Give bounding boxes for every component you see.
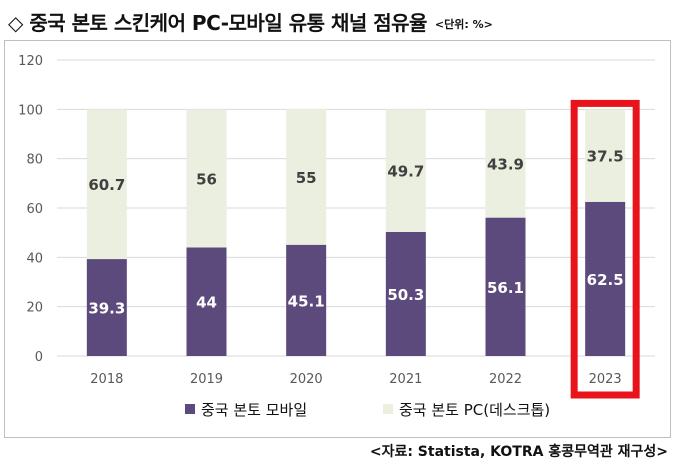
bar-pc <box>585 109 626 202</box>
legend-swatch-mobile <box>185 404 195 414</box>
data-label-pc: 56 <box>196 170 217 188</box>
x-tick-label: 2023 <box>589 372 622 387</box>
y-tick-label: 120 <box>18 54 43 69</box>
data-label-pc: 55 <box>296 169 317 187</box>
bar-mobile <box>186 247 227 356</box>
x-tick-label: 2022 <box>489 372 522 387</box>
data-label-pc: 60.7 <box>88 176 125 194</box>
bar-pc <box>186 109 227 248</box>
data-label-mobile: 39.3 <box>88 300 125 318</box>
source-note: <자료: Statista, KOTRA 홍콩무역관 재구성> <box>369 444 668 460</box>
x-tick-label: 2020 <box>290 372 323 387</box>
y-tick-label: 0 <box>35 350 43 365</box>
bar-mobile <box>86 259 127 356</box>
chart-title: ◇ 중국 본토 스킨케어 PC-모바일 유통 채널 점유율 <box>8 10 427 35</box>
legend-label-pc: 중국 본토 PC(데스크톱) <box>399 401 550 419</box>
data-label-mobile: 62.5 <box>587 271 624 289</box>
data-label-mobile: 56.1 <box>487 279 524 297</box>
data-label-mobile: 44 <box>196 294 217 312</box>
data-label-mobile: 50.3 <box>387 286 424 304</box>
y-tick-label: 20 <box>26 301 43 316</box>
bar-mobile <box>585 201 626 356</box>
bar-mobile <box>286 244 327 356</box>
stacked-bar-chart: 0 20 40 60 80 100 120 39.3 60.7 2018 44 56 2019 45.1 5… <box>18 54 655 419</box>
bar-mobile <box>485 217 526 356</box>
bar-pc <box>286 109 327 245</box>
data-label-pc: 43.9 <box>487 155 524 173</box>
bar-pc <box>485 109 526 218</box>
y-tick-label: 100 <box>18 103 43 118</box>
highlight-box-2023 <box>570 99 640 399</box>
data-label-pc: 49.7 <box>387 163 424 181</box>
chart-frame: 0 20 40 60 80 100 120 39.3 60.7 2018 44 56 2019 45.1 5… <box>4 40 671 438</box>
x-tick-label: 2019 <box>190 372 223 387</box>
y-tick-label: 80 <box>26 153 43 168</box>
legend-swatch-pc <box>383 404 393 414</box>
y-tick-label: 40 <box>26 251 43 266</box>
bar-pc <box>86 109 127 260</box>
unit-note: <단위: %> <box>434 18 493 31</box>
title-row: ◇ 중국 본토 스킨케어 PC-모바일 유통 채널 점유율 <단위: %> <box>8 4 672 38</box>
x-tick-label: 2018 <box>90 372 123 387</box>
y-tick-label: 60 <box>26 202 43 217</box>
bar-mobile <box>385 231 426 356</box>
legend-label-mobile: 중국 본토 모바일 <box>201 401 307 419</box>
bar-pc <box>385 109 426 232</box>
x-tick-label: 2021 <box>389 372 422 387</box>
data-label-pc: 37.5 <box>587 148 624 166</box>
data-label-mobile: 45.1 <box>288 292 325 310</box>
